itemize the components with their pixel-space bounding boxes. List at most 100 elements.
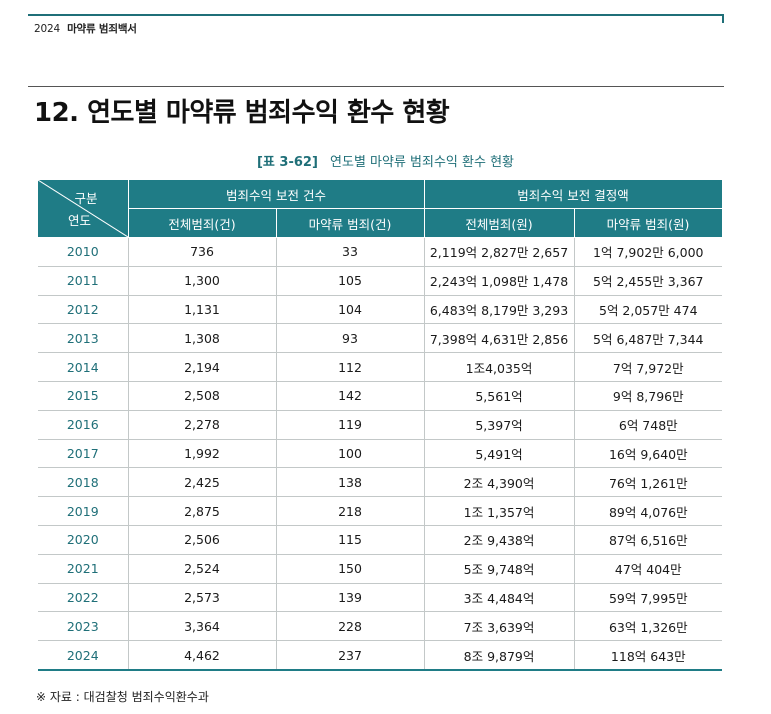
drug-amount-cell: 118억 643만 (573, 640, 723, 671)
total-amount-cell: 5,491억 (423, 439, 575, 469)
total-amount-cell: 2,119억 2,827만 2,657 (423, 237, 575, 267)
table-row: 2017 1,992 100 5,491억 16억 9,640만 (38, 439, 723, 469)
section-title: 12. 연도별 마약류 범죄수익 환수 현황 (34, 98, 450, 128)
drug-amount-cell: 1억 7,902만 6,000 (573, 237, 723, 267)
year-cell: 2018 (38, 467, 128, 498)
source-note: ※ 자료 : 대검찰청 범죄수익환수과 (36, 690, 209, 704)
sub-header-total-count: 전체범죄(건) (127, 208, 277, 238)
total-count-cell: 3,364 (127, 611, 276, 642)
table-row: 2015 2,508 142 5,561억 9억 8,796만 (38, 381, 723, 411)
total-count-cell: 2,524 (127, 554, 276, 584)
drug-count-cell: 105 (275, 266, 425, 296)
total-count-cell: 2,506 (127, 525, 276, 555)
drug-count-cell: 237 (275, 640, 425, 671)
total-count-cell: 736 (127, 237, 276, 267)
table-row: 2016 2,278 119 5,397억 6억 748만 (38, 410, 723, 440)
running-head-book: 마약류 범죄백서 (67, 23, 137, 35)
table-row: 2010 736 33 2,119억 2,827만 2,657 1억 7,902만 6,… (38, 237, 723, 267)
corner-label-year: 연도 (68, 213, 92, 228)
year-cell: 2015 (38, 381, 128, 411)
total-amount-cell: 1조 1,357억 (423, 496, 575, 526)
table-row: 2020 2,506 115 2조 9,438억 87억 6,516만 (38, 525, 723, 555)
drug-amount-cell: 47억 404만 (573, 554, 723, 584)
year-cell: 2016 (38, 410, 128, 440)
total-amount-cell: 2조 4,390억 (423, 467, 575, 498)
drug-amount-cell: 89억 4,076만 (573, 496, 723, 526)
table-row: 2019 2,875 218 1조 1,357억 89억 4,076만 (38, 496, 723, 526)
drug-count-cell: 112 (275, 352, 425, 382)
table-row: 2011 1,300 105 2,243억 1,098만 1,478 5억 2,455만… (38, 266, 723, 296)
table-caption: [표 3-62] 연도별 마약류 범죄수익 환수 현황 (0, 151, 771, 170)
drug-count-cell: 138 (275, 467, 425, 498)
drug-amount-cell: 7억 7,972만 (573, 352, 723, 382)
total-amount-cell: 5조 9,748억 (423, 554, 575, 584)
drug-amount-cell: 9억 8,796만 (573, 381, 723, 411)
table-body: 2010 736 33 2,119억 2,827만 2,657 1억 7,902만 6,… (38, 237, 723, 671)
drug-count-cell: 218 (275, 496, 425, 526)
sub-header-total-amount: 전체범죄(원) (423, 208, 575, 238)
drug-count-cell: 139 (275, 583, 425, 613)
drug-count-cell: 104 (275, 295, 425, 325)
top-rule-tick (722, 14, 724, 23)
year-cell: 2024 (38, 640, 128, 671)
table-caption-number: [표 3-62] (256, 155, 318, 170)
year-cell: 2019 (38, 496, 128, 526)
total-amount-cell: 7조 3,639억 (423, 611, 575, 642)
group-header-count: 범죄수익 보전 건수 (127, 180, 425, 209)
year-cell: 2022 (38, 583, 128, 613)
total-count-cell: 2,194 (127, 352, 276, 382)
total-count-cell: 2,508 (127, 381, 276, 411)
table-row: 2014 2,194 112 1조4,035억 7억 7,972만 (38, 352, 723, 382)
year-cell: 2012 (38, 295, 128, 325)
total-amount-cell: 3조 4,484억 (423, 583, 575, 613)
drug-amount-cell: 5억 6,487만 7,344 (573, 323, 723, 354)
year-cell: 2021 (38, 554, 128, 584)
year-cell: 2010 (38, 237, 128, 267)
table-row: 2024 4,462 237 8조 9,879억 118억 643만 (38, 640, 723, 671)
total-amount-cell: 7,398억 4,631만 2,856 (423, 323, 575, 354)
total-count-cell: 1,992 (127, 439, 276, 469)
year-cell: 2023 (38, 611, 128, 642)
drug-amount-cell: 87억 6,516만 (573, 525, 723, 555)
total-amount-cell: 6,483억 8,179만 3,293 (423, 295, 575, 325)
running-head: 2024 마약류 범죄백서 (34, 21, 137, 36)
total-amount-cell: 5,397억 (423, 410, 575, 440)
drug-count-cell: 119 (275, 410, 425, 440)
year-cell: 2011 (38, 266, 128, 296)
total-amount-cell: 8조 9,879억 (423, 640, 575, 671)
drug-amount-cell: 5억 2,057만 474 (573, 295, 723, 325)
sub-header-drug-amount: 마약류 범죄(원) (573, 208, 723, 238)
total-count-cell: 2,875 (127, 496, 276, 526)
total-count-cell: 2,425 (127, 467, 276, 498)
sub-header-drug-count: 마약류 범죄(건) (275, 208, 425, 238)
drug-amount-cell: 5억 2,455만 3,367 (573, 266, 723, 296)
year-cell: 2014 (38, 352, 128, 382)
data-table: 구분 연도 범죄수익 보전 건수 범죄수익 보전 결정액 전체범죄(건) 마약류… (38, 180, 723, 671)
drug-amount-cell: 16억 9,640만 (573, 439, 723, 469)
total-count-cell: 2,573 (127, 583, 276, 613)
table-row: 2022 2,573 139 3조 4,484억 59억 7,995만 (38, 583, 723, 613)
drug-amount-cell: 63억 1,326만 (573, 611, 723, 642)
total-amount-cell: 1조4,035억 (423, 352, 575, 382)
table-row: 2012 1,131 104 6,483억 8,179만 3,293 5억 2,057만… (38, 295, 723, 325)
drug-count-cell: 115 (275, 525, 425, 555)
total-count-cell: 2,278 (127, 410, 276, 440)
table-row: 2018 2,425 138 2조 4,390억 76억 1,261만 (38, 467, 723, 498)
drug-count-cell: 93 (275, 323, 425, 354)
year-cell: 2013 (38, 323, 128, 354)
running-head-year: 2024 (34, 23, 60, 35)
drug-amount-cell: 76억 1,261만 (573, 467, 723, 498)
total-count-cell: 1,131 (127, 295, 276, 325)
corner-header-cell: 구분 연도 (38, 180, 129, 238)
total-amount-cell: 2조 9,438억 (423, 525, 575, 555)
total-amount-cell: 5,561억 (423, 381, 575, 411)
group-header-amount: 범죄수익 보전 결정액 (423, 180, 723, 209)
drug-amount-cell: 6억 748만 (573, 410, 723, 440)
table-row: 2021 2,524 150 5조 9,748억 47억 404만 (38, 554, 723, 584)
drug-count-cell: 142 (275, 381, 425, 411)
drug-count-cell: 33 (275, 237, 425, 267)
year-cell: 2017 (38, 439, 128, 469)
table-row: 2013 1,308 93 7,398억 4,631만 2,856 5억 6,487만 … (38, 323, 723, 354)
table-row: 2023 3,364 228 7조 3,639억 63억 1,326만 (38, 611, 723, 642)
heading-rule (28, 86, 724, 87)
